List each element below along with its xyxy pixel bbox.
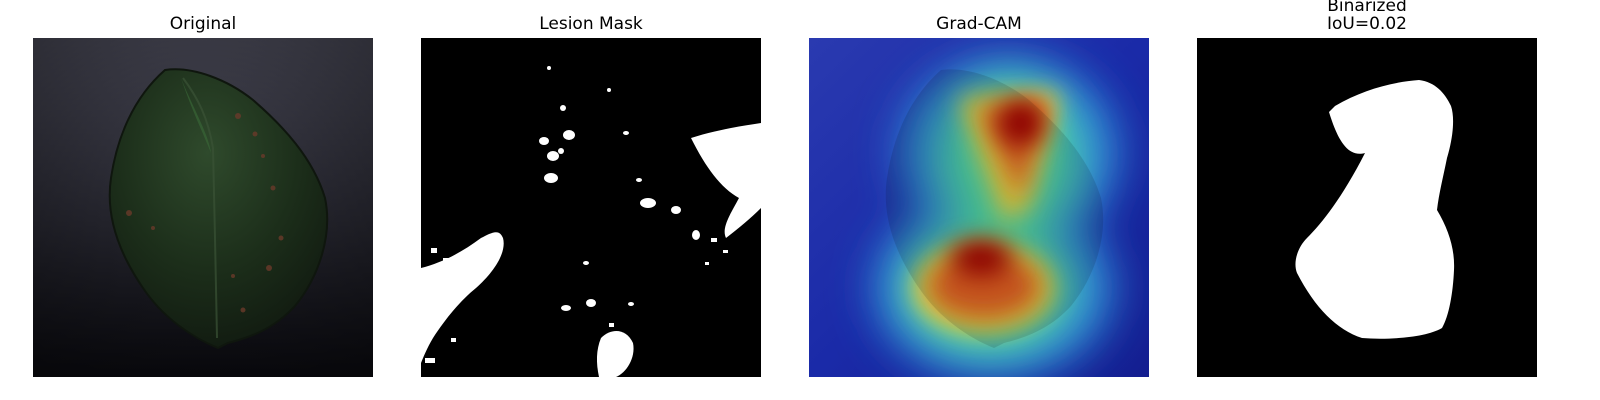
original-image: [33, 38, 373, 377]
panel-title-binarized: Binarized: [1327, 0, 1407, 16]
panel-original: Original: [33, 0, 373, 400]
binarized-region: [1295, 80, 1455, 339]
panel-grad-cam: Grad-CAM: [809, 0, 1149, 400]
panel-title-lesion-mask: Lesion Mask: [539, 14, 643, 34]
panel-title-grad-cam: Grad-CAM: [936, 14, 1022, 34]
lesion-mask-image: [421, 38, 761, 377]
panel-title-original: Original: [169, 14, 237, 34]
binarized-image: [1197, 38, 1537, 377]
leaf-shape: [108, 68, 329, 350]
iou-label: IoU=0.02: [1327, 14, 1407, 34]
grad-cam-heatmap: [809, 38, 1149, 377]
panel-lesion-mask: Lesion Mask: [421, 0, 761, 400]
panel-binarized: Binarized IoU=0.02: [1197, 0, 1537, 400]
